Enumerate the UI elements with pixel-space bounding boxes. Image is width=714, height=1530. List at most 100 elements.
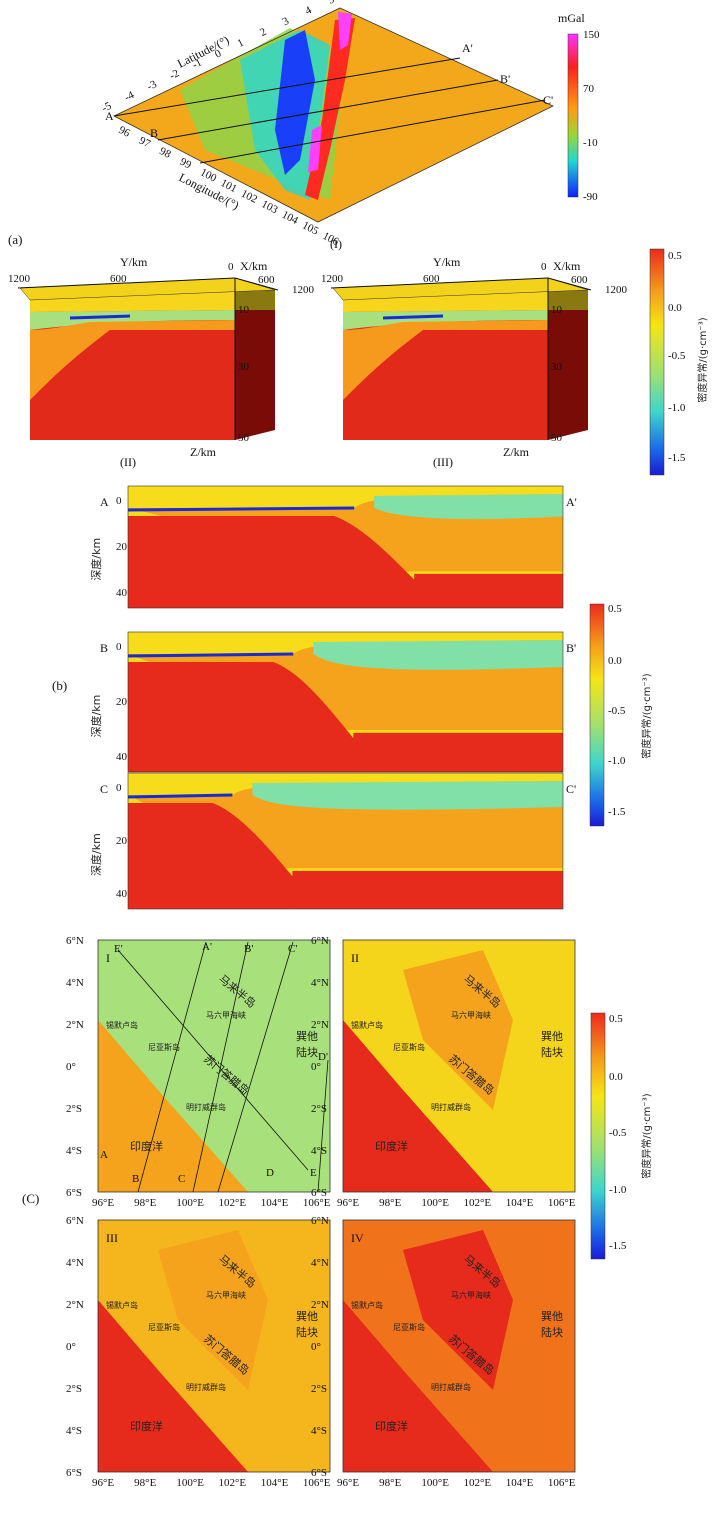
lat-tick: 4°S (66, 1425, 82, 1437)
density-a-tick-0: 0.5 (668, 250, 682, 262)
place-simeulue: 锡默卢岛 (351, 1300, 383, 1310)
place-sunda-1: 巽他 (541, 1310, 563, 1323)
lat-tick: 0° (311, 1341, 321, 1353)
gravity-map-magenta-peak-2 (308, 125, 322, 172)
map-profile-end-label: B' (244, 943, 253, 955)
lon-tick: 96°E (92, 1197, 114, 1209)
map-profile-end-label: C' (288, 943, 297, 955)
map-profile-end-label: A (100, 1149, 108, 1161)
map-profile-end-label: D' (318, 1051, 328, 1063)
latitude-tick: -3 (145, 78, 159, 93)
place-simeulue: 锡默卢岛 (106, 1020, 138, 1030)
z-tick-10: 10 (238, 304, 250, 316)
density-map: I 6°N 4°N 2°N 0° 2°S 4°S 6°S 96°E 98°E 100°E 102°E 1… (66, 935, 331, 1209)
map-indian-ocean (343, 1300, 493, 1472)
sub-panel-label-i: (I) (330, 237, 342, 251)
profile-sections: A A' 0 20 40 深度/km B B' 0 20 40 深度/km C C' 0 20 40 深度/km (89, 485, 577, 910)
gravity-colorbar-bar (567, 33, 579, 198)
profile-slab (128, 516, 445, 608)
x-tick-1200: 1200 (292, 284, 315, 296)
lat-tick: 2°S (311, 1103, 327, 1115)
block-sub-label: (II) (120, 455, 136, 469)
gravity-map-outline (113, 7, 554, 223)
y-axis-line (330, 277, 549, 289)
map-profile-end-label: A' (202, 941, 212, 953)
density-colorbar-b: 0.5 0.0 -0.5 -1.0 -1.5 密度异常/(g·cm⁻³) (589, 603, 653, 827)
lat-tick: 6°N (311, 1215, 329, 1227)
place-malacca: 马六甲海峡 (206, 1010, 246, 1020)
density-c-tick-0: 0.5 (609, 1013, 623, 1025)
density-block-ii: Y/km X/km Z/km 1200 600 0 600 1200 10 30 50 (II) (8, 255, 315, 469)
gravity-colorbar-unit: mGal (558, 11, 585, 25)
x-axis-line (234, 277, 279, 291)
lat-tick: 4°N (311, 977, 329, 989)
profile-low-density-strip (127, 506, 355, 512)
panel-label-c: (C) (22, 1191, 39, 1206)
map-indian-ocean (98, 1300, 248, 1472)
lon-tick: 104°E (261, 1477, 289, 1489)
latitude-tick: -4 (123, 89, 137, 104)
density-b-title: 密度异常/(g·cm⁻³) (640, 673, 653, 758)
place-malacca: 马六甲海峡 (451, 1010, 491, 1020)
x-axis-label: X/km (553, 259, 581, 273)
profile-low-density-strip (127, 652, 294, 658)
depth-tick: 20 (116, 835, 128, 847)
block-green-layer (30, 310, 235, 330)
lat-tick: 6°S (66, 1187, 82, 1199)
profile-mantle (353, 732, 563, 772)
density-colorbar-a-bar (649, 248, 665, 476)
lat-tick: 4°S (311, 1145, 327, 1157)
depth-axis-label: 深度/km (89, 833, 103, 876)
latitude-tick: 2 (258, 26, 268, 39)
lon-tick: 106°E (303, 1197, 331, 1209)
profile-start-label: C (100, 782, 108, 796)
profile-section: B B' 0 20 40 深度/km (89, 631, 576, 773)
block-sub-label: (III) (433, 455, 453, 469)
map-profile-end-label: E (310, 1167, 317, 1179)
map-indian-ocean (98, 1020, 248, 1192)
block-low-density-strip (69, 314, 131, 320)
profile-start-label: A (100, 495, 109, 509)
z-axis-label: Z/km (190, 445, 217, 459)
profile-green-layer (252, 781, 563, 810)
map-frame (97, 1219, 331, 1473)
lon-tick: 100°E (421, 1477, 449, 1489)
lat-tick: 2°S (311, 1383, 327, 1395)
profile-section: A A' 0 20 40 深度/km (89, 485, 577, 609)
x-axis-line (547, 277, 592, 291)
place-nias: 尼亚斯岛 (393, 1322, 425, 1332)
y-tick-600: 600 (423, 273, 440, 285)
density-map: II 6°N 4°N 2°N 0° 2°S 4°S 6°S 96°E 98°E 100°E 102°E… (311, 935, 576, 1209)
lat-tick: 2°N (311, 1299, 329, 1311)
density-c-tick-3: -1.0 (609, 1184, 627, 1196)
z-axis-label: Z/km (503, 445, 530, 459)
density-map: IV 6°N 4°N 2°N 0° 2°S 4°S 6°S 96°E 98°E 100°E 102°E… (311, 1215, 576, 1489)
gravity-tick-70: 70 (583, 83, 595, 95)
place-indian-ocean: 印度洋 (375, 1139, 408, 1153)
place-mentawai: 明打威群岛 (186, 1102, 226, 1112)
depth-axis-label: 深度/km (89, 538, 103, 581)
map-indian-ocean (343, 1020, 493, 1192)
lat-tick: 6°N (66, 1215, 84, 1227)
map-label: IV (351, 1231, 364, 1245)
lon-tick: 106°E (548, 1197, 576, 1209)
density-c-tick-4: -1.5 (609, 1240, 627, 1252)
density-a-tick-2: -0.5 (668, 350, 686, 362)
profile-label-b: B (150, 126, 158, 140)
panel-label-a: (a) (8, 232, 22, 247)
gravity-tick-minus90: -90 (583, 191, 598, 203)
block-low-density-strip (382, 314, 444, 320)
density-c-tick-1: 0.0 (609, 1071, 623, 1083)
lon-tick: 96°E (337, 1477, 359, 1489)
gravity-map-magenta-peak (338, 12, 352, 50)
y-tick-1200: 1200 (321, 273, 344, 285)
lon-tick: 98°E (379, 1477, 401, 1489)
depth-tick: 0 (116, 495, 122, 507)
place-simeulue: 锡默卢岛 (106, 1300, 138, 1310)
profile-mantle (414, 573, 563, 608)
lat-tick: 4°S (66, 1145, 82, 1157)
density-colorbar-c: 0.5 0.0 -0.5 -1.0 -1.5 密度异常/(g·cm⁻³) (590, 1012, 653, 1260)
lat-tick: 0° (311, 1061, 321, 1073)
lat-tick: 6°S (311, 1187, 327, 1199)
